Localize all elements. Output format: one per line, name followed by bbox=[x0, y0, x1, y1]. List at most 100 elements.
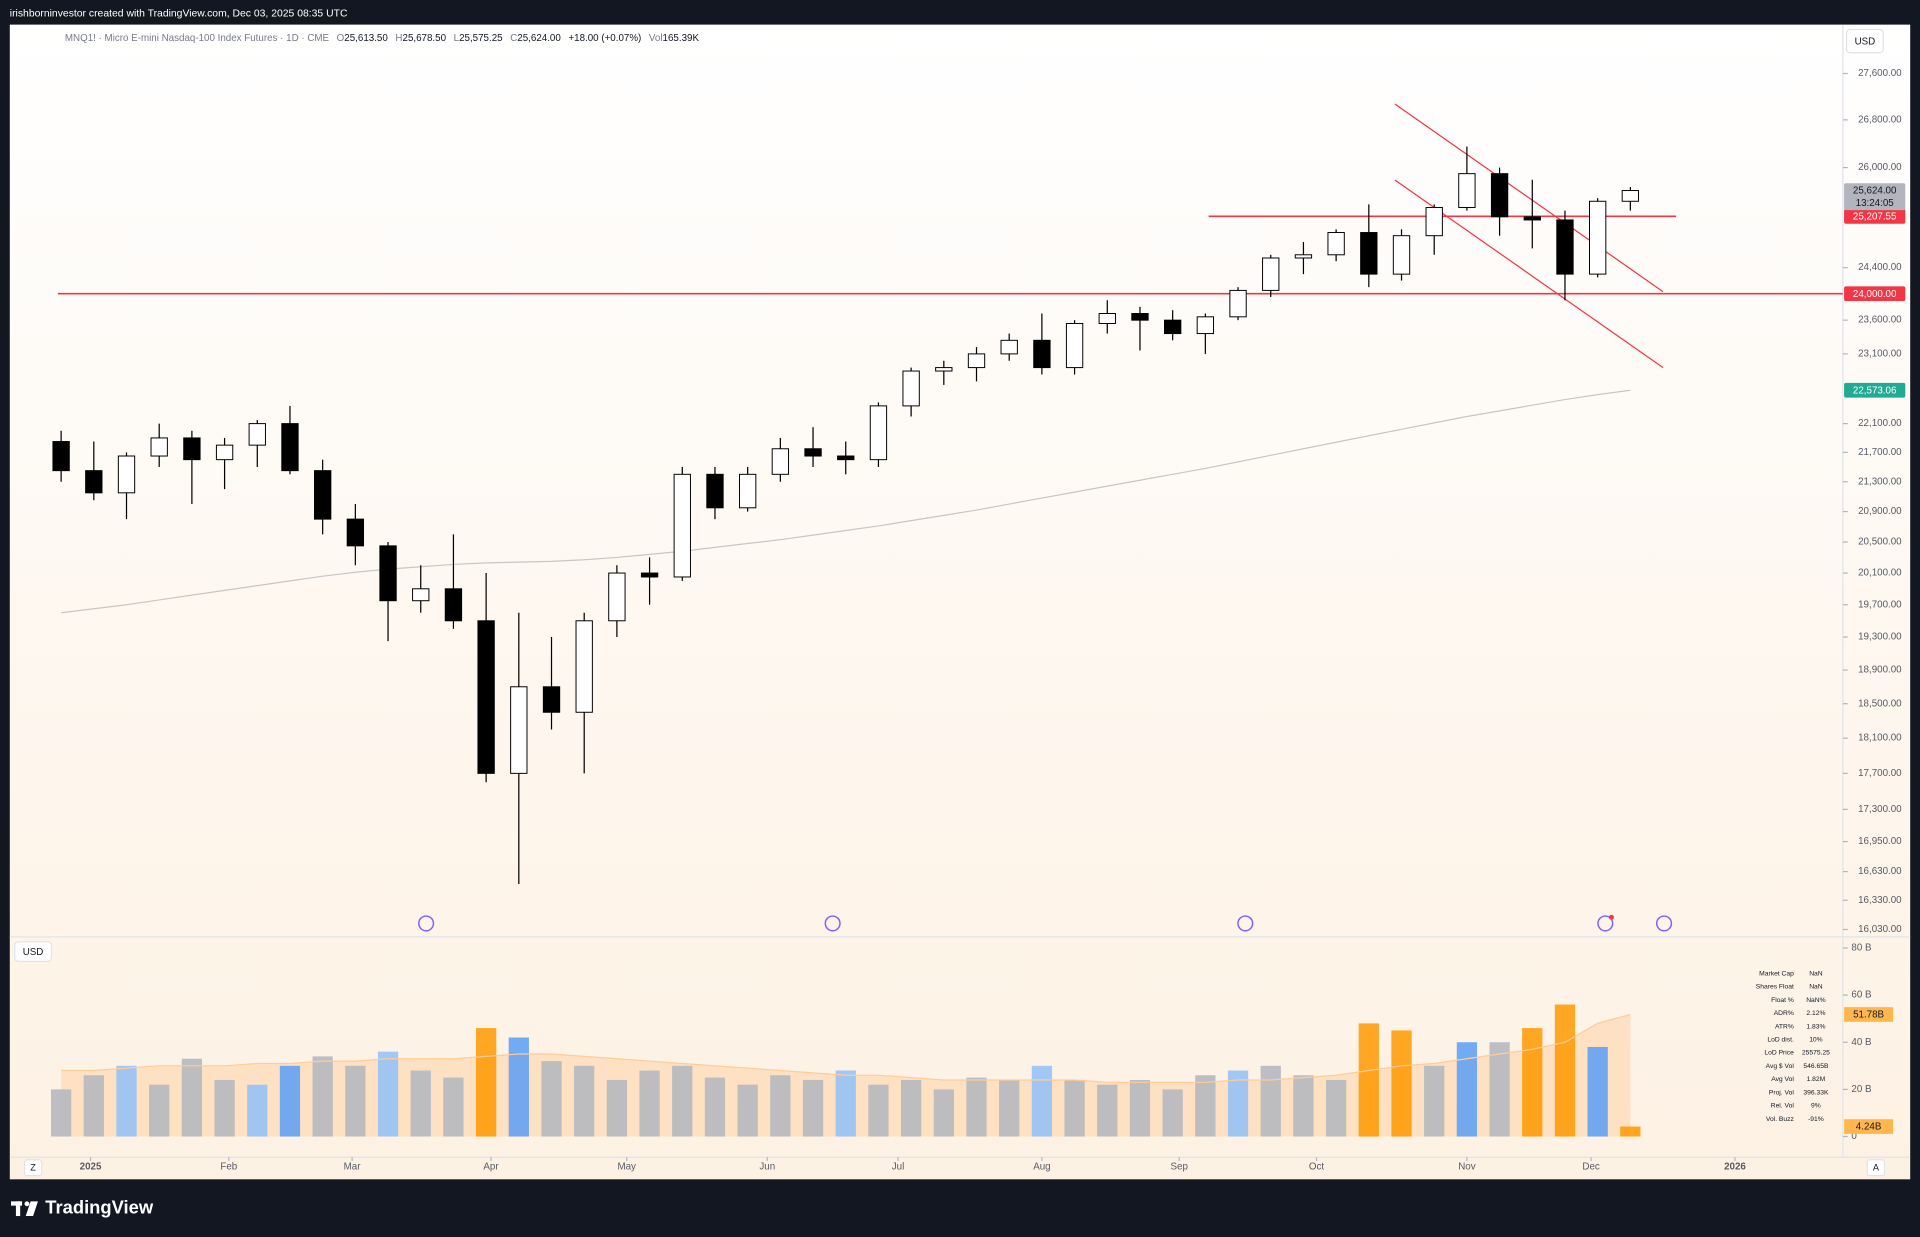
volume-bar bbox=[1195, 1075, 1216, 1137]
candle-body bbox=[477, 620, 495, 774]
author-line: irishborninvestor created with TradingVi… bbox=[10, 8, 348, 19]
event-icon[interactable] bbox=[1237, 915, 1254, 932]
volume-bar bbox=[737, 1084, 758, 1137]
volume-bar bbox=[149, 1084, 170, 1137]
volume-bar bbox=[1358, 1023, 1379, 1137]
volume-bar bbox=[345, 1065, 366, 1137]
volume-y-tick-label: 20 B bbox=[1851, 1084, 1872, 1095]
overlay-label-box bbox=[1844, 382, 1906, 398]
volume-bar bbox=[802, 1079, 824, 1137]
stats-value: 2.12% bbox=[1806, 1010, 1825, 1017]
stats-table: Market Cap NaN Shares Float NaN Float % NaN% A… bbox=[1756, 970, 1830, 1122]
stats-key: Vol. Buzz bbox=[1766, 1116, 1795, 1123]
volume-bar bbox=[1456, 1042, 1478, 1137]
y-tick-label: 24,400.00 bbox=[1858, 262, 1902, 273]
volume-bar bbox=[214, 1079, 235, 1137]
currency-button[interactable] bbox=[1845, 28, 1884, 54]
y-tick-label: 19,700.00 bbox=[1858, 599, 1902, 610]
y-tick-label: 20,500.00 bbox=[1858, 537, 1902, 548]
event-icon[interactable] bbox=[824, 915, 841, 932]
scale-button[interactable] bbox=[1866, 1159, 1886, 1177]
candle-body bbox=[804, 448, 822, 457]
y-tick-label: 22,100.00 bbox=[1858, 418, 1902, 429]
overlay-label: 22,573.06 bbox=[1853, 385, 1897, 396]
volume-y-tick-label: 0 bbox=[1851, 1131, 1857, 1142]
candle-body bbox=[412, 588, 430, 602]
volume-bar bbox=[377, 1051, 399, 1137]
volume-bar bbox=[50, 1089, 72, 1137]
candle-body bbox=[346, 518, 365, 547]
stats-key: LoD dist. bbox=[1767, 1037, 1794, 1044]
y-tick-label: 20,900.00 bbox=[1858, 506, 1902, 517]
volume-currency: USD bbox=[23, 947, 44, 958]
volume-bar bbox=[1129, 1079, 1151, 1137]
vol-value: 165.39K bbox=[663, 33, 700, 44]
x-tick-label: Feb bbox=[220, 1162, 237, 1173]
candle-body bbox=[935, 367, 953, 372]
stats-key: Rel. Vol bbox=[1771, 1103, 1795, 1110]
volume-currency-button[interactable] bbox=[14, 941, 53, 962]
stats-key: ADR% bbox=[1774, 1010, 1794, 1017]
volume-y-tick-label: 80 B bbox=[1851, 943, 1872, 954]
volume-bar bbox=[1587, 1046, 1608, 1137]
x-tick-label: Jul bbox=[892, 1162, 905, 1173]
stats-key: Float % bbox=[1771, 997, 1794, 1004]
event-icons bbox=[418, 914, 1673, 932]
candle-body bbox=[52, 441, 70, 472]
x-tick-label: Nov bbox=[1458, 1162, 1476, 1173]
event-icon[interactable] bbox=[1597, 915, 1614, 932]
y-tick-label: 18,900.00 bbox=[1858, 665, 1902, 676]
candle-body bbox=[608, 572, 626, 622]
volume-bar bbox=[1031, 1065, 1053, 1137]
volume-bar bbox=[475, 1028, 497, 1137]
stats-key: ATR% bbox=[1775, 1023, 1794, 1030]
y-tick-label: 23,100.00 bbox=[1858, 348, 1902, 359]
stats-value: 10% bbox=[1809, 1037, 1822, 1044]
x-tick-label: Sep bbox=[1170, 1162, 1188, 1173]
volume-last-label: 4.24B bbox=[1856, 1122, 1882, 1133]
volume-bar bbox=[116, 1065, 137, 1137]
candle-body bbox=[1589, 200, 1607, 275]
countdown: 13:24:05 bbox=[1856, 198, 1895, 209]
event-icon[interactable] bbox=[418, 915, 435, 932]
candle-body bbox=[117, 455, 136, 494]
stats-value: -91% bbox=[1808, 1116, 1824, 1123]
stats-key: Avg Vol bbox=[1771, 1076, 1794, 1083]
candle-body bbox=[640, 572, 659, 578]
candle-body bbox=[248, 423, 266, 446]
volume-bar bbox=[410, 1070, 431, 1137]
stats-value: NaN% bbox=[1806, 997, 1825, 1004]
candle-body bbox=[1360, 232, 1378, 275]
volume-bar bbox=[900, 1079, 922, 1137]
stats-key: Proj. Vol bbox=[1769, 1089, 1795, 1096]
candle-body bbox=[313, 470, 332, 520]
x-tick-label: Mar bbox=[344, 1162, 362, 1173]
candle-body bbox=[1425, 206, 1443, 237]
candle-body bbox=[1262, 257, 1280, 291]
y-tick-label: 21,700.00 bbox=[1858, 447, 1902, 458]
scale-button[interactable] bbox=[23, 1159, 43, 1177]
stats-value: 396.33K bbox=[1803, 1089, 1829, 1096]
y-tick-label: 26,000.00 bbox=[1858, 162, 1902, 173]
y-tick-label: 23,600.00 bbox=[1858, 315, 1902, 326]
candle-body bbox=[673, 473, 691, 578]
volume-bar bbox=[835, 1070, 856, 1137]
volume-bar bbox=[1424, 1065, 1445, 1137]
y-tick-label: 20,100.00 bbox=[1858, 568, 1902, 579]
volume-y-tick-label: 60 B bbox=[1851, 990, 1872, 1001]
candle-body bbox=[902, 370, 920, 407]
volume-bar bbox=[574, 1065, 595, 1137]
stats-key: LoD Price bbox=[1764, 1050, 1794, 1057]
x-tick-label: Dec bbox=[1582, 1162, 1600, 1173]
symbol: MNQ1! · Micro E-mini Nasdaq-100 Index Fu… bbox=[65, 33, 330, 44]
candle-body bbox=[510, 686, 528, 774]
volume-bar bbox=[868, 1084, 889, 1137]
volume-bar bbox=[541, 1061, 562, 1137]
legend: MNQ1! · Micro E-mini Nasdaq-100 Index Fu… bbox=[65, 33, 700, 44]
candle-body bbox=[1196, 316, 1215, 335]
volume-pane bbox=[50, 1004, 1641, 1137]
event-icon[interactable] bbox=[1656, 915, 1673, 932]
volume-bar bbox=[966, 1077, 987, 1137]
ohlc-value: 25,624.00 bbox=[517, 33, 561, 44]
